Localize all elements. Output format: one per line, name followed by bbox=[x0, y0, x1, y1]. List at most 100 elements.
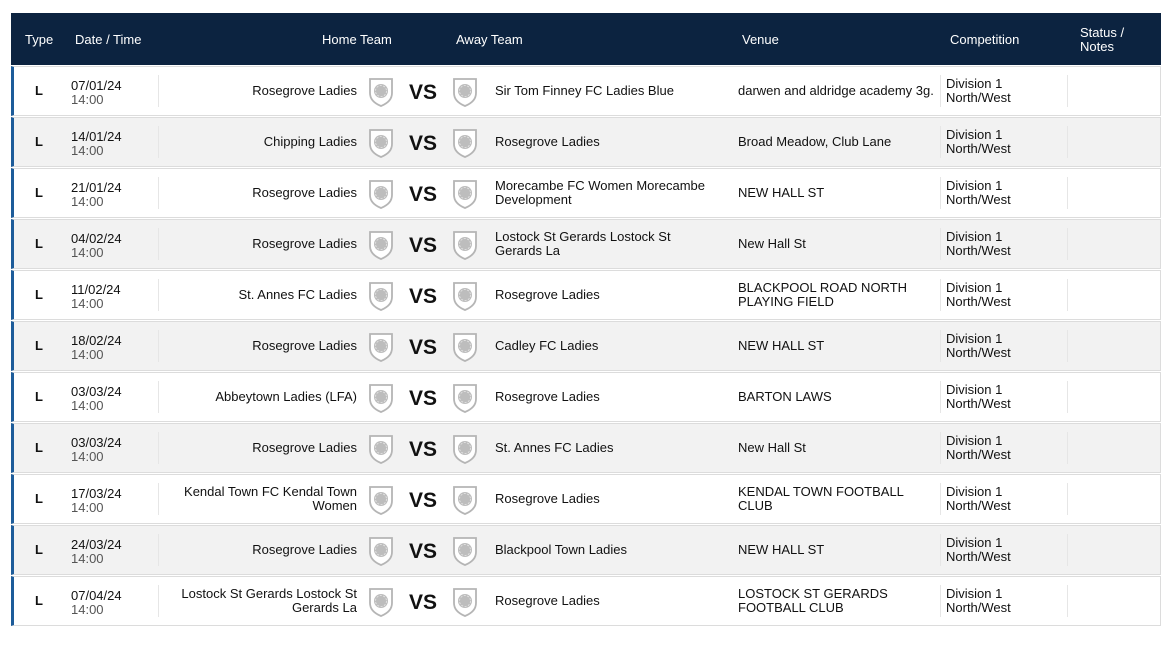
away-crest bbox=[452, 587, 478, 622]
table-header: Type Date / Time Home Team Away Team Venue Co… bbox=[11, 13, 1161, 65]
column-header: Venue bbox=[742, 32, 779, 47]
home-crest bbox=[368, 332, 394, 367]
away-crest bbox=[452, 332, 478, 367]
match-time: 14:00 bbox=[71, 449, 104, 464]
versus: VS bbox=[409, 540, 438, 563]
home-crest bbox=[368, 587, 394, 622]
cell-divider bbox=[1067, 330, 1068, 362]
cell-divider bbox=[158, 381, 159, 413]
venue: New Hall St bbox=[738, 440, 806, 455]
home-team: Rosegrove Ladies bbox=[252, 236, 357, 251]
match-date: 03/03/24 bbox=[71, 384, 122, 399]
match-date: 18/02/24 bbox=[71, 333, 122, 348]
versus: VS bbox=[409, 591, 438, 614]
versus: VS bbox=[409, 132, 438, 155]
match-date: 21/01/24 bbox=[71, 180, 122, 195]
cell-divider bbox=[1067, 177, 1068, 209]
match-date: 07/04/24 bbox=[71, 588, 122, 603]
cell-divider bbox=[158, 279, 159, 311]
cell-divider bbox=[940, 534, 941, 566]
away-team: Rosegrove Ladies bbox=[495, 287, 600, 302]
cell-divider bbox=[158, 330, 159, 362]
fixture-row: L 24/03/24 14:00 Rosegrove Ladies Blackpool … bbox=[11, 525, 1161, 575]
venue: NEW HALL ST bbox=[738, 185, 825, 200]
away-crest bbox=[452, 536, 478, 571]
cell-divider bbox=[1067, 534, 1068, 566]
column-header: Type bbox=[25, 32, 54, 47]
match-type: L bbox=[35, 83, 43, 98]
home-team: Kendal Town FC Kendal Town Women bbox=[184, 484, 357, 513]
cell-divider bbox=[158, 432, 159, 464]
home-team: Rosegrove Ladies bbox=[252, 338, 357, 353]
competition: Division 1 North/West bbox=[946, 382, 1011, 411]
away-team: Lostock St Gerards Lostock St Gerards La bbox=[495, 229, 671, 258]
home-team: St. Annes FC Ladies bbox=[238, 287, 357, 302]
cell-divider bbox=[158, 534, 159, 566]
away-team: Rosegrove Ladies bbox=[495, 134, 600, 149]
cell-divider bbox=[940, 177, 941, 209]
match-type: L bbox=[35, 338, 43, 353]
venue: Broad Meadow, Club Lane bbox=[738, 134, 892, 149]
away-crest bbox=[452, 77, 478, 112]
versus: VS bbox=[409, 438, 438, 461]
home-crest bbox=[368, 434, 394, 469]
cell-divider bbox=[940, 228, 941, 260]
versus: VS bbox=[409, 234, 438, 257]
fixture-row: L 14/01/24 14:00 Chipping Ladies Rosegrove L… bbox=[11, 117, 1161, 167]
fixture-row: L 03/03/24 14:00 Rosegrove Ladies St. Annes … bbox=[11, 423, 1161, 473]
venue: BLACKPOOL ROAD NORTH PLAYING FIELD bbox=[738, 280, 908, 309]
column-header: Home Team bbox=[322, 32, 392, 47]
away-crest bbox=[452, 281, 478, 316]
cell-divider bbox=[158, 228, 159, 260]
fixture-row: L 03/03/24 14:00 Abbeytown Ladies (LFA) Rose… bbox=[11, 372, 1161, 422]
cell-divider bbox=[940, 330, 941, 362]
home-crest bbox=[368, 536, 394, 571]
match-time: 14:00 bbox=[71, 347, 104, 362]
home-team: Abbeytown Ladies (LFA) bbox=[215, 389, 357, 404]
match-date: 03/03/24 bbox=[71, 435, 122, 450]
away-crest bbox=[452, 383, 478, 418]
column-header: Competition bbox=[950, 32, 1020, 47]
column-header: Away Team bbox=[456, 32, 523, 47]
match-date: 24/03/24 bbox=[71, 537, 122, 552]
away-team: St. Annes FC Ladies bbox=[495, 440, 614, 455]
cell-divider bbox=[1067, 483, 1068, 515]
away-crest bbox=[452, 179, 478, 214]
competition: Division 1 North/West bbox=[946, 331, 1011, 360]
cell-divider bbox=[158, 126, 159, 158]
cell-divider bbox=[940, 585, 941, 617]
cell-divider bbox=[1067, 279, 1068, 311]
cell-divider bbox=[940, 432, 941, 464]
column-header: Status / Notes bbox=[1080, 25, 1125, 54]
match-type: L bbox=[35, 185, 43, 200]
venue: NEW HALL ST bbox=[738, 542, 825, 557]
match-time: 14:00 bbox=[71, 500, 104, 515]
venue: New Hall St bbox=[738, 236, 806, 251]
versus: VS bbox=[409, 81, 438, 104]
match-type: L bbox=[35, 542, 43, 557]
cell-divider bbox=[1067, 381, 1068, 413]
versus: VS bbox=[409, 336, 438, 359]
match-time: 14:00 bbox=[71, 602, 104, 617]
away-team: Rosegrove Ladies bbox=[495, 389, 600, 404]
cell-divider bbox=[1067, 585, 1068, 617]
competition: Division 1 North/West bbox=[946, 229, 1011, 258]
match-type: L bbox=[35, 593, 43, 608]
venue: LOSTOCK ST GERARDS FOOTBALL CLUB bbox=[738, 586, 888, 615]
fixture-row: L 17/03/24 14:00 Kendal Town FC Kendal Town… bbox=[11, 474, 1161, 524]
match-time: 14:00 bbox=[71, 551, 104, 566]
competition: Division 1 North/West bbox=[946, 178, 1011, 207]
venue: BARTON LAWS bbox=[738, 389, 832, 404]
match-date: 07/01/24 bbox=[71, 78, 122, 93]
away-team: Rosegrove Ladies bbox=[495, 593, 600, 608]
home-team: Chipping Ladies bbox=[263, 134, 357, 149]
cell-divider bbox=[1067, 75, 1068, 107]
away-team: Morecambe FC Women Morecambe Development bbox=[495, 178, 705, 207]
match-type: L bbox=[35, 287, 43, 302]
versus: VS bbox=[409, 489, 438, 512]
competition: Division 1 North/West bbox=[946, 535, 1011, 564]
away-team: Rosegrove Ladies bbox=[495, 491, 600, 506]
competition: Division 1 North/West bbox=[946, 586, 1011, 615]
cell-divider bbox=[940, 483, 941, 515]
